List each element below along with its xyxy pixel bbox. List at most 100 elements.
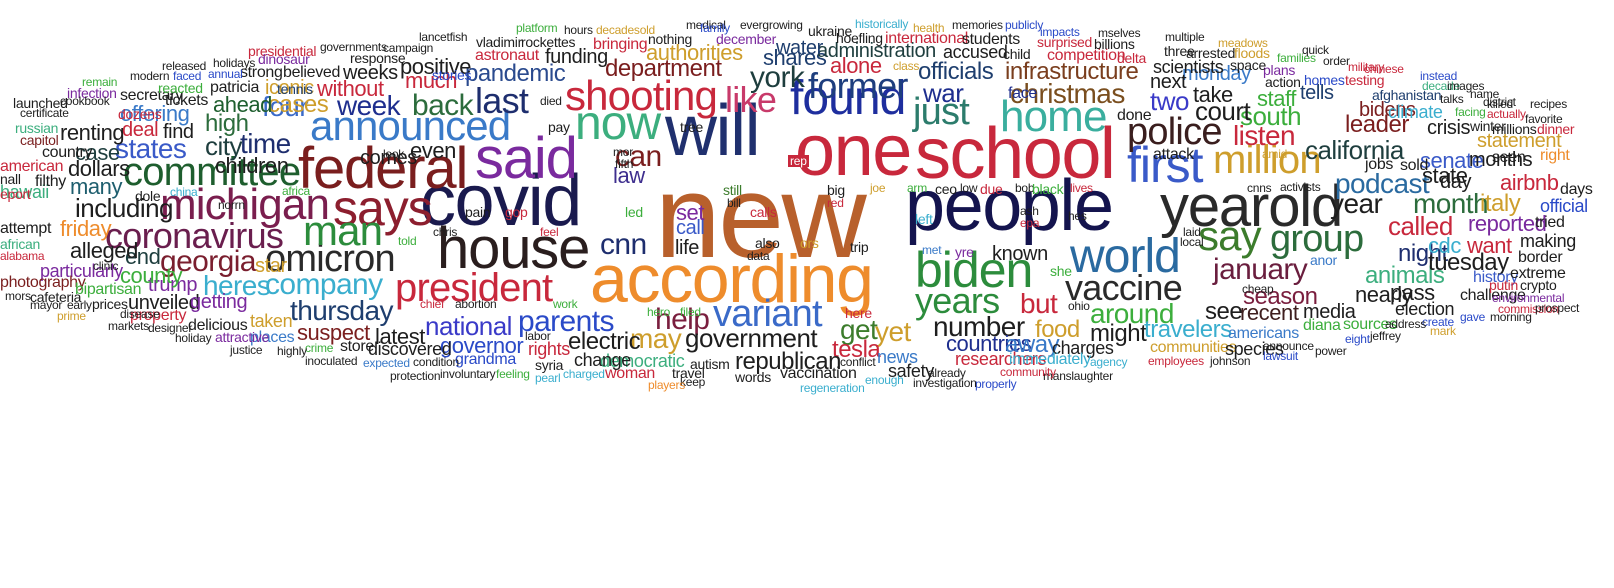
word-prime: prime: [57, 309, 86, 323]
word-prices: prices: [92, 296, 128, 312]
word-feeling: feeling: [496, 367, 530, 381]
word-iconic: iconic: [265, 77, 314, 99]
word-released: released: [162, 59, 207, 73]
word-county: county: [120, 263, 183, 288]
word-calls: calls: [750, 204, 777, 220]
word-lawsuit: lawsuit: [1263, 349, 1298, 363]
word-right: right: [1540, 147, 1570, 164]
word-sources: sources: [1343, 316, 1397, 333]
word-talks: talks: [1440, 92, 1464, 106]
word-nearly: nearly: [1355, 282, 1413, 307]
word-but: but: [1020, 288, 1058, 319]
word-last: last: [475, 80, 529, 121]
word-campaign: campaign: [383, 41, 434, 55]
word-instead: instead: [1420, 69, 1458, 83]
word-early: early: [67, 298, 92, 312]
word-military: military: [1348, 60, 1385, 74]
word-around: around: [1090, 298, 1174, 329]
word-world: world: [1070, 230, 1181, 283]
word-multiple: multiple: [1165, 30, 1205, 44]
word-regeneration: regeneration: [800, 381, 865, 395]
word-pandemic: pandemic: [465, 60, 566, 87]
word-food: food: [1035, 316, 1080, 343]
word-travel: travel: [672, 365, 705, 381]
word-black: black: [1032, 181, 1064, 197]
word-enough: enough: [865, 373, 904, 387]
word-south: south: [1240, 101, 1302, 131]
word-class: class: [893, 59, 920, 73]
word-tennis: tennis: [277, 81, 313, 97]
word-killed: killed: [1487, 97, 1513, 111]
word-former: former: [808, 65, 908, 106]
word-december: december: [716, 31, 777, 47]
word-properly: properly: [975, 377, 1017, 391]
word-she: she: [1050, 263, 1072, 279]
word-delicious: delicious: [188, 317, 248, 334]
word-school: school: [915, 114, 1116, 194]
word-capitol: capitol: [20, 132, 59, 148]
word-property: property: [130, 307, 187, 324]
word-impacts: impacts: [1040, 25, 1080, 39]
word-store: store: [340, 338, 374, 355]
word-known: known: [992, 243, 1048, 265]
word-law: law: [613, 163, 645, 188]
word-norrn: norrn: [218, 198, 245, 212]
word-reported: reported: [1468, 211, 1547, 236]
word-jobs: jobs: [1365, 156, 1394, 173]
word-away: away: [1005, 331, 1060, 358]
word-biden: biden: [915, 242, 1033, 298]
word-day: day: [1440, 171, 1472, 193]
word-democratic: democratic: [600, 351, 685, 371]
word-done: done: [1117, 107, 1152, 124]
word-facing: facing: [1455, 105, 1486, 119]
word-here: here: [845, 305, 872, 321]
word-renting: renting: [60, 120, 125, 145]
word-federal: federal: [298, 136, 468, 201]
word-hero: hero: [647, 305, 671, 319]
word-patricia: patricia: [210, 79, 260, 96]
word-ahead: ahead: [213, 92, 272, 117]
word-infection: infection: [67, 85, 117, 101]
word-announced: announced: [310, 102, 511, 149]
word-country: country: [42, 144, 93, 161]
word-will: will: [665, 91, 761, 171]
word-department: department: [605, 55, 722, 82]
word-like: like: [725, 79, 777, 120]
word-leader: leader: [1345, 111, 1409, 138]
word-says: says: [333, 180, 433, 236]
word-manslaughter: manslaughter: [1043, 369, 1113, 383]
word-one: one: [795, 111, 912, 191]
word-local: local: [1180, 235, 1204, 249]
word-airbnb: airbnb: [1500, 170, 1559, 195]
word-back: back: [412, 89, 474, 122]
word-trump: trump: [148, 274, 198, 296]
word-morning: morning: [1490, 310, 1532, 324]
word-floods: floods: [1234, 45, 1270, 61]
word-crime: crime: [305, 341, 334, 355]
word-investigation: investigation: [913, 376, 977, 390]
word-friday: friday: [60, 216, 112, 241]
word-bipartisan: bipartisan: [75, 281, 142, 298]
word-rep: rep: [788, 154, 809, 168]
word-rockettes: rockettes: [521, 34, 576, 50]
word-astronaut: astronaut: [475, 47, 539, 64]
word-history: history: [1473, 269, 1518, 286]
word-modern: modern: [130, 69, 170, 83]
word-inoculated: inoculated: [305, 354, 358, 368]
word-millions: millions: [1492, 121, 1537, 137]
word-latest: latest: [375, 324, 425, 349]
word-house: house: [437, 216, 590, 281]
word-authorities: authorities: [646, 40, 743, 65]
word-clinic: clinic: [93, 259, 119, 273]
word-york: york: [750, 61, 805, 94]
word-offering: offering: [120, 101, 190, 126]
word-life: life: [675, 237, 699, 259]
word-change: change: [574, 350, 631, 370]
word-dollars: dollars: [68, 156, 130, 181]
word-without: without: [317, 76, 384, 101]
word-filed: filed: [680, 305, 701, 319]
word-police: police: [1127, 111, 1222, 153]
word-michigan: michigan: [160, 180, 330, 229]
word-safety: safety: [888, 361, 934, 381]
word-vladimir: vladimir: [476, 34, 522, 50]
